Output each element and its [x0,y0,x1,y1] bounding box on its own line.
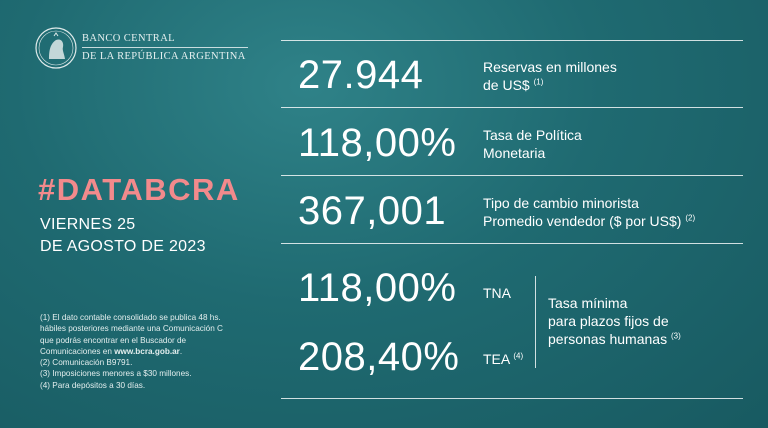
footnote-3: (3) Imposiciones menores a $30 millones. [40,369,192,379]
tea-value: 208,40% [298,335,460,379]
hashtag-title: #DATABCRA [38,172,240,207]
reservas-note: (1) [533,77,544,87]
bank-name-line1: BANCO CENTRAL [82,33,175,44]
bcra-seal-icon [35,27,77,69]
tna-value: 118,00% [298,266,457,310]
footnotes: (1) El dato contable consolidado se publ… [40,312,270,391]
tipo-cambio-label-line2-text: Promedio vendedor ($ por US$) [483,213,682,229]
tea-label: TEA (4) [483,350,523,368]
footnote-1c: que podrás encontrar en el Buscador de [40,335,187,345]
tipo-cambio-note: (2) [685,213,696,223]
footnote-1b: hábiles posteriores mediante una Comunic… [40,324,223,334]
footnote-1d: Comunicaciones en www.bcra.gob.ar. [40,346,270,357]
footnote-1-end: . [179,346,183,356]
tasa-politica-label-line1: Tasa de Política [483,127,582,143]
tea-note: (4) [513,351,524,361]
tea-label-text: TEA [483,351,510,367]
plazo-fijo-label: Tasa mínima para plazos fijos de persona… [548,294,681,348]
tipo-cambio-value: 367,001 [298,189,447,233]
divider-3 [281,175,743,176]
date-line1: VIERNES 25 [40,216,136,233]
report-date: VIERNES 25 DE AGOSTO DE 2023 [40,214,206,258]
plazo-fijo-line3-text: personas humanas [548,331,668,347]
tipo-cambio-label-line2: Promedio vendedor ($ por US$) (2) [483,212,695,230]
footnote-4: (4) Para depósitos a 30 días. [40,380,146,390]
reservas-label-line1: Reservas en millones [483,59,617,75]
reservas-value: 27.944 [298,53,424,97]
bank-name: BANCO CENTRAL DE LA REPÚBLICA ARGENTINA [82,32,248,63]
footnote-1d-text: Comunicaciones en [40,346,115,356]
tasa-politica-label: Tasa de Política Monetaria [483,126,582,162]
reservas-label: Reservas en millones de US$ (1) [483,58,617,94]
tasa-politica-label-line2: Monetaria [483,145,546,161]
tipo-cambio-label-line1: Tipo de cambio minorista [483,195,639,211]
plazo-fijo-line1: Tasa mínima [548,295,628,311]
tna-label: TNA [483,285,511,301]
tna-tea-divider [535,276,536,368]
tasa-politica-value: 118,00% [298,121,457,165]
bank-name-line2: DE LA REPÚBLICA ARGENTINA [82,51,246,62]
footnote-1a: (1) El dato contable consolidado se publ… [40,313,221,322]
bcra-link[interactable]: www.bcra.gob.ar [114,346,180,356]
reservas-label-line2: de US$ (1) [483,76,617,94]
plazo-fijo-line2: para plazos fijos de [548,313,669,329]
divider-bottom [281,398,743,399]
plazo-fijo-note: (3) [670,331,681,341]
tipo-cambio-label: Tipo de cambio minorista Promedio vended… [483,194,695,230]
divider-4 [281,243,743,244]
footnote-2: (2) Comunicación B9791. [40,358,133,368]
reservas-label-line2-text: de US$ [483,77,530,93]
plazo-fijo-line3: personas humanas (3) [548,330,681,348]
date-line2: DE AGOSTO DE 2023 [40,238,206,255]
divider-2 [281,107,743,108]
bank-divider [82,47,248,48]
divider-top [281,40,743,41]
